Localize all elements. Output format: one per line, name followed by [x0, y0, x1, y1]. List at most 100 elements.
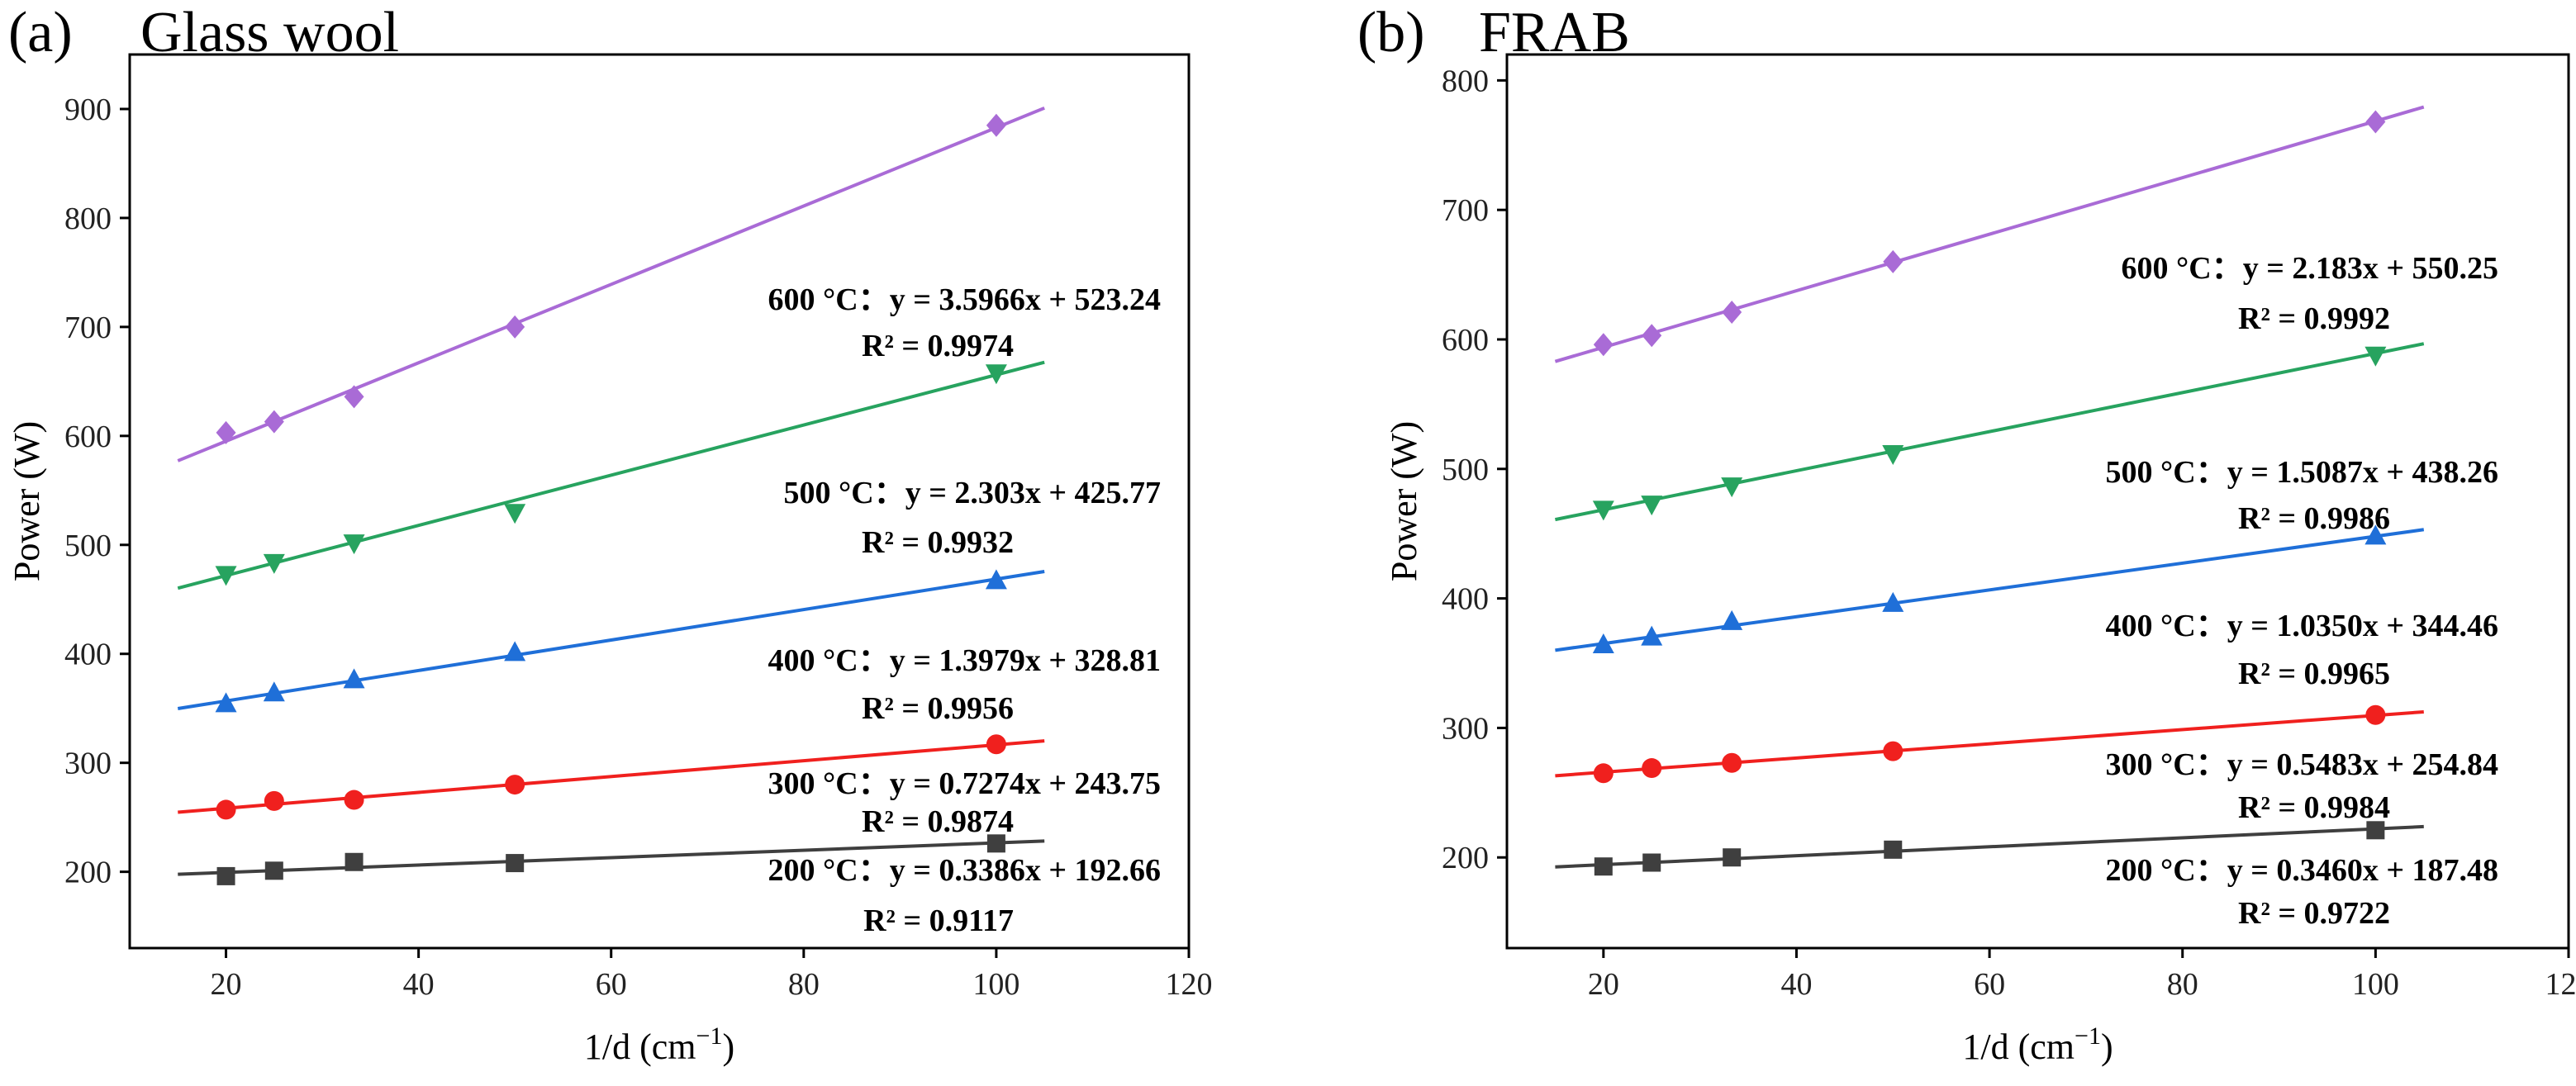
fit-equation: 300 °C：y = 0.7274x + 243.75: [768, 766, 1161, 801]
y-tick-label: 800: [64, 202, 112, 236]
equation-text: y = 1.0350x + 344.46: [2227, 609, 2498, 643]
data-point-diamond: [1642, 324, 1662, 348]
data-point-diamond: [1883, 249, 1903, 273]
data-point-triangle-down: [2365, 346, 2387, 367]
x-tick-label: 80: [2167, 967, 2198, 1002]
series-400c: 400 °C：y = 1.0350x + 344.46 R² = 0.9965: [1555, 524, 2498, 691]
data-point-diamond: [1722, 301, 1742, 325]
r-squared: R² = 0.9874: [862, 804, 1014, 839]
data-point-square: [1642, 853, 1661, 872]
y-tick-label: 300: [1442, 711, 1489, 746]
data-point-diamond: [344, 385, 364, 409]
data-point-square: [1723, 848, 1742, 867]
fit-equation: 500 °C：y = 2.303x + 425.77: [784, 476, 1161, 510]
series-600c: 600 °C：y = 2.183x + 550.25 R² = 0.9992: [1554, 105, 2498, 363]
series-temperature: 600 °C：: [2122, 251, 2243, 286]
data-point-square: [506, 854, 525, 873]
data-point-triangle-up: [504, 641, 526, 662]
x-tick-label: 80: [788, 967, 820, 1002]
r-squared: R² = 0.9722: [2238, 896, 2390, 931]
y-tick-label: 200: [1442, 841, 1489, 875]
data-point-triangle-down: [1592, 500, 1614, 521]
equation-text: y = 0.5483x + 254.84: [2227, 747, 2498, 782]
y-tick-label: 300: [64, 747, 112, 781]
fit-line: [1555, 342, 2425, 522]
fit-line: [1555, 824, 2424, 869]
data-point-triangle-down: [1721, 477, 1743, 498]
data-point-diamond: [505, 315, 525, 339]
r-squared: R² = 0.9974: [862, 329, 1014, 363]
data-point-circle: [1642, 758, 1662, 779]
plot-frame: [1505, 53, 2570, 950]
y-tick-label: 500: [64, 529, 112, 563]
x-tick-label: 40: [403, 967, 435, 1002]
series-temperature: 500 °C：: [784, 476, 905, 510]
data-point-triangle-up: [1641, 625, 1663, 646]
fit-line: [1555, 528, 2425, 652]
fit-equation: 200 °C：y = 0.3386x + 192.66: [768, 853, 1161, 888]
data-point-diamond: [986, 113, 1006, 137]
x-tick-label: 40: [1780, 967, 1812, 1002]
r-squared: R² = 0.9992: [2238, 301, 2390, 336]
data-point-triangle-down: [263, 553, 285, 574]
x-tick-label: 60: [1974, 967, 2005, 1002]
data-point-triangle-down: [1641, 496, 1663, 516]
data-point-circle: [216, 799, 236, 820]
y-tick-label: 900: [64, 92, 112, 127]
series-600c: 600 °C：y = 3.5966x + 523.24 R² = 0.9974: [177, 106, 1161, 462]
series-temperature: 200 °C：: [768, 853, 890, 888]
r-squared: R² = 0.9965: [2238, 657, 2390, 691]
data-point-triangle-down: [985, 364, 1007, 385]
data-point-triangle-down: [215, 566, 237, 586]
series-temperature: 500 °C：: [2106, 455, 2227, 490]
y-tick-label: 800: [1442, 64, 1489, 98]
series-temperature: 600 °C：: [768, 282, 890, 317]
y-tick-label: 700: [1442, 193, 1489, 228]
data-point-triangle-down: [343, 534, 365, 555]
x-tick-label: 100: [2352, 967, 2399, 1002]
fit-line: [177, 360, 1045, 590]
equation-text: y = 1.3979x + 328.81: [890, 643, 1161, 678]
series-200c: 200 °C：y = 0.3386x + 192.66 R² = 0.9117: [178, 834, 1161, 938]
r-squared: R² = 0.9986: [2238, 501, 2390, 536]
fit-equation: 300 °C：y = 0.5483x + 254.84: [2106, 747, 2498, 782]
series-temperature: 200 °C：: [2106, 853, 2227, 888]
data-point-circle: [986, 734, 1006, 755]
data-point-triangle-up: [1882, 591, 1904, 612]
y-tick-label: 600: [64, 420, 112, 454]
r-squared: R² = 0.9984: [2238, 790, 2390, 825]
fit-line: [177, 570, 1045, 710]
x-tick-label: 60: [596, 967, 627, 1002]
r-squared: R² = 0.9932: [862, 525, 1014, 560]
panel-label: (b): [1357, 1, 1425, 64]
x-tick-label: 120: [2545, 967, 2576, 1002]
x-tick-label: 20: [211, 967, 242, 1002]
chart-panel-b: (b)FRAB204060801001202003004005006007008…: [1357, 1, 2576, 1067]
data-point-triangle-up: [263, 681, 285, 702]
y-tick-label: 200: [64, 856, 112, 890]
data-point-triangle-up: [1721, 609, 1743, 630]
panel-label: (a): [8, 1, 73, 64]
x-axis-title: 1/d (cm−1): [584, 1022, 734, 1067]
data-point-circle: [1593, 763, 1614, 784]
y-tick-label: 600: [1442, 323, 1489, 358]
series-500c: 500 °C：y = 2.303x + 425.77 R² = 0.9932: [177, 360, 1161, 590]
data-point-triangle-up: [2365, 524, 2387, 545]
series-temperature: 400 °C：: [2106, 609, 2227, 643]
fit-equation: 400 °C：y = 1.3979x + 328.81: [768, 643, 1161, 678]
data-point-square: [345, 852, 364, 871]
series-200c: 200 °C：y = 0.3460x + 187.48 R² = 0.9722: [1555, 821, 2498, 931]
data-point-diamond: [216, 420, 236, 444]
equation-text: y = 2.303x + 425.77: [905, 476, 1161, 510]
data-point-circle: [344, 790, 364, 810]
data-point-diamond: [264, 410, 284, 434]
data-point-circle: [2365, 704, 2386, 725]
fit-equation: 500 °C：y = 1.5087x + 438.26: [2106, 455, 2498, 490]
x-tick-label: 20: [1588, 967, 1619, 1002]
y-tick-label: 700: [64, 311, 112, 345]
series-temperature: 300 °C：: [2106, 747, 2227, 782]
fit-equation: 600 °C：y = 3.5966x + 523.24: [768, 282, 1161, 317]
